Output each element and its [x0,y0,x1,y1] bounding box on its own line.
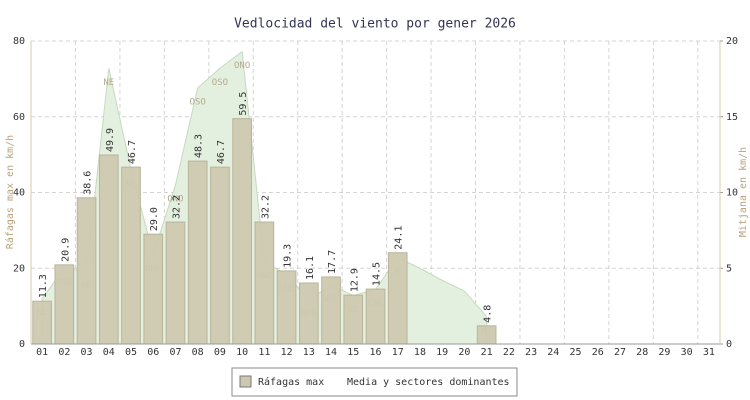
value-label: 20.9 [60,238,71,262]
y2-tick-label: 20 [726,36,738,47]
legend-label: Media y sectores dominantes [347,377,510,388]
value-label: 24.1 [394,226,405,250]
sector-label: ONO [167,194,183,204]
x-tick-label: 15 [347,347,359,358]
bar [121,166,141,345]
bar [165,221,186,345]
x-tick-label: 22 [503,347,515,358]
bar [298,282,319,345]
y2-axis-title: Mitjana en km/h [738,147,749,237]
y2-tick-label: 0 [726,339,732,350]
bar [210,166,230,345]
bar [98,154,119,345]
x-tick-label: 27 [614,347,626,358]
x-tick-label: 21 [481,347,493,358]
sector-label: OSO [212,78,228,88]
x-tick-label: 02 [58,347,70,358]
x-tick-label: 09 [214,347,226,358]
chart-title: Vedlocidad del viento por gener 2026 [234,17,516,32]
x-tick-label: 30 [681,347,693,358]
x-tick-label: 12 [281,347,293,358]
x-tick-label: 03 [81,347,93,358]
bar [343,294,364,345]
x-tick-label: 31 [703,347,715,358]
x-tick-label: 11 [258,347,270,358]
legend-swatch [239,375,252,388]
value-label: 16.1 [305,256,316,280]
x-tick-label: 20 [458,347,470,358]
x-tick-label: 24 [547,347,559,358]
y2-tick-label: 10 [726,188,738,199]
sector-label: OSO [190,97,206,107]
sector-label: NE [103,78,114,88]
x-tick-label: 13 [303,347,315,358]
bar [187,160,208,345]
x-tick-label: 16 [369,347,381,358]
value-label: 12.9 [349,268,360,292]
y-tick-label: 80 [13,36,25,47]
bar [365,288,386,345]
y2-tick-label: 15 [726,112,738,123]
y-tick-label: 0 [19,339,25,350]
value-label: 48.3 [194,134,205,158]
value-label: 46.7 [216,140,227,164]
x-tick-label: 10 [236,347,248,358]
value-label: 32.2 [260,195,271,219]
x-tick-label: 25 [570,347,582,358]
x-tick-label: 08 [192,347,204,358]
y-axis-title: Ráfagas max en km/h [4,135,16,249]
x-tick-label: 29 [658,347,670,358]
bar [387,252,408,345]
y2-tick-label: 5 [726,263,732,274]
x-tick-label: 17 [392,347,404,358]
x-tick-label: 23 [525,347,537,358]
y-tick-label: 60 [13,112,25,123]
bar [32,300,52,345]
y-tick-label: 40 [13,188,25,199]
sector-label: ONO [234,61,250,71]
bar [143,233,164,345]
value-label: 59.5 [238,92,249,116]
value-label: 11.3 [38,274,49,298]
x-tick-label: 01 [36,347,48,358]
x-tick-label: 18 [414,347,426,358]
bar [254,221,275,345]
x-tick-label: 26 [592,347,604,358]
y-tick-label: 20 [13,263,25,274]
legend-box [231,367,518,397]
value-label: 38.6 [83,171,94,195]
value-label: 32.2 [171,195,182,219]
bar [54,264,75,345]
x-tick-label: 05 [125,347,137,358]
value-label: 14.5 [372,262,383,286]
x-tick-label: 28 [636,347,648,358]
bar [232,118,252,345]
bar [476,325,497,345]
value-label: 29.0 [149,207,160,231]
x-tick-label: 04 [103,347,115,358]
bar [321,276,341,345]
value-label: 46.7 [127,140,138,164]
x-tick-label: 19 [436,347,448,358]
legend-label: Ráfagas max [258,376,324,388]
bar [76,197,97,345]
value-label: 19.3 [283,244,294,268]
x-tick-label: 07 [169,347,181,358]
value-label: 49.9 [105,128,116,152]
bar [276,270,297,345]
value-label: 17.7 [327,250,338,274]
x-tick-label: 14 [325,347,337,358]
value-label: 4.8 [483,305,494,323]
x-tick-label: 06 [147,347,159,358]
